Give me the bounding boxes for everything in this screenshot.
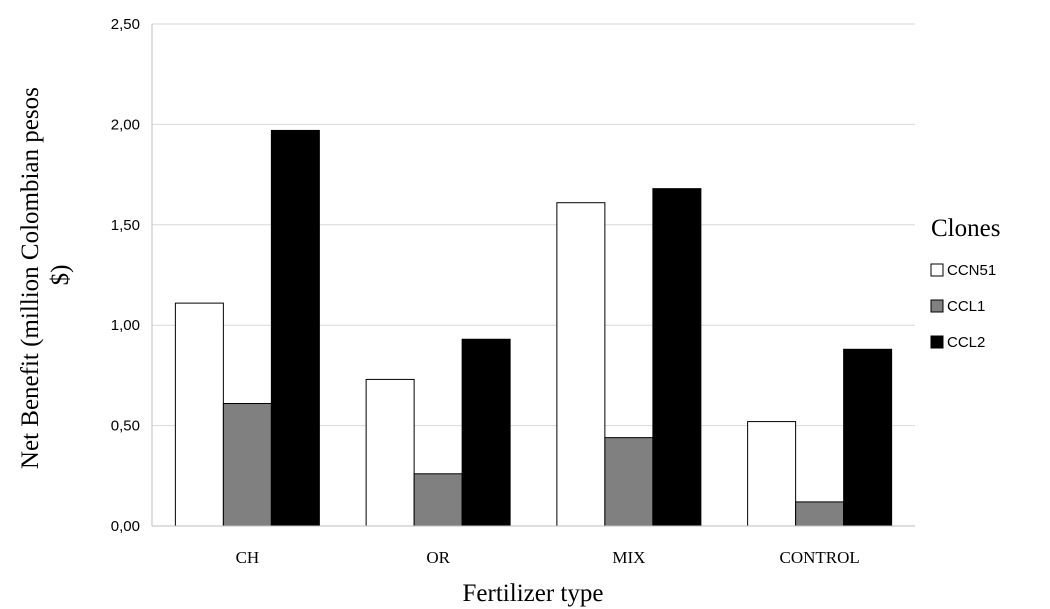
y-tick-label: 1,50 (111, 217, 140, 234)
legend-swatch-ccl1 (930, 299, 944, 313)
y-tick-label: 2,50 (111, 16, 140, 33)
bar-ccn51-ch (174, 302, 224, 527)
bar-ccl2-ch (270, 129, 320, 527)
bar-ccl1-mix (604, 437, 654, 527)
legend-label-ccl1: CCL1 (947, 298, 985, 315)
y-tick-label: 1,00 (111, 317, 140, 334)
x-tick-label: CH (236, 548, 260, 567)
legend-label-ccl2: CCL2 (947, 334, 985, 351)
legend: Clones CCN51 CCL1 CCL2 (930, 215, 1000, 351)
bar-ccl2-control (843, 348, 893, 527)
y-tick-label: 0,00 (111, 518, 140, 535)
x-axis-title: Fertilizer type (463, 580, 604, 607)
axes (151, 24, 915, 527)
y-axis-title-line-1: Net Benefit (million Colombian pesos (17, 87, 44, 469)
x-tick-labels: CH OR MIX CONTROL (236, 548, 860, 567)
bars (174, 129, 893, 527)
legend-swatch-ccl2 (930, 335, 944, 349)
y-tick-label: 0,50 (111, 418, 140, 435)
y-tick-label: 2,00 (111, 116, 140, 133)
bar-ccl1-control (795, 501, 845, 527)
bar-ccn51-mix (556, 202, 606, 527)
x-tick-label: OR (426, 548, 450, 567)
y-axis-title: Net Benefit (million Colombian pesos $) (17, 81, 74, 469)
bar-ccn51-or (365, 378, 415, 527)
bar-ccn51-control (747, 421, 797, 527)
bar-ccl2-or (461, 338, 511, 527)
y-tick-labels: 0,00 0,50 1,00 1,50 2,00 2,50 (111, 16, 140, 535)
y-axis-title-line-2: $) (47, 265, 74, 286)
bar-ccl2-mix (652, 188, 702, 527)
legend-title: Clones (931, 215, 1000, 242)
legend-label-ccn51: CCN51 (947, 262, 996, 279)
bar-ccl1-ch (222, 403, 272, 527)
x-tick-label: MIX (612, 548, 645, 567)
legend-swatch-ccn51 (930, 263, 944, 277)
x-tick-label: CONTROL (779, 548, 859, 567)
bar-ccl1-or (413, 473, 463, 527)
gridlines (152, 23, 915, 427)
